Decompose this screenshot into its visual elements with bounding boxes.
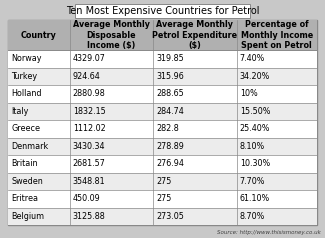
- Text: Average Monthly
Petrol Expenditure
($): Average Monthly Petrol Expenditure ($): [152, 20, 238, 50]
- Text: 3430.34: 3430.34: [73, 142, 105, 151]
- Text: Eritrea: Eritrea: [11, 194, 38, 203]
- Bar: [8, 20, 317, 225]
- Text: 34.20%: 34.20%: [240, 72, 270, 81]
- Text: 4329.07: 4329.07: [73, 54, 106, 63]
- Text: Source: http://www.thisismoney.co.uk: Source: http://www.thisismoney.co.uk: [217, 230, 321, 235]
- Text: 7.70%: 7.70%: [240, 177, 265, 186]
- Text: Ten Most Expensive Countries for Petrol: Ten Most Expensive Countries for Petrol: [66, 6, 259, 16]
- Text: 1832.15: 1832.15: [73, 107, 106, 116]
- Text: 1112.02: 1112.02: [73, 124, 106, 133]
- Bar: [8, 208, 317, 225]
- Text: 7.40%: 7.40%: [240, 54, 265, 63]
- Bar: [8, 138, 317, 155]
- Text: Average Monthly
Disposable
Income ($): Average Monthly Disposable Income ($): [73, 20, 150, 50]
- Bar: [8, 190, 317, 208]
- Text: Greece: Greece: [11, 124, 40, 133]
- Text: 278.89: 278.89: [156, 142, 184, 151]
- Bar: [8, 103, 317, 120]
- Text: 61.10%: 61.10%: [240, 194, 270, 203]
- Text: 275: 275: [156, 194, 172, 203]
- Text: Belgium: Belgium: [11, 212, 44, 221]
- Text: 8.70%: 8.70%: [240, 212, 265, 221]
- Text: 282.8: 282.8: [156, 124, 179, 133]
- Text: 15.50%: 15.50%: [240, 107, 270, 116]
- Bar: [8, 68, 317, 85]
- FancyBboxPatch shape: [75, 4, 250, 18]
- Text: 2880.98: 2880.98: [73, 89, 106, 98]
- Bar: [8, 20, 317, 50]
- Text: Italy: Italy: [11, 107, 28, 116]
- Bar: [8, 173, 317, 190]
- Text: Denmark: Denmark: [11, 142, 48, 151]
- Text: 273.05: 273.05: [156, 212, 184, 221]
- Text: 450.09: 450.09: [73, 194, 100, 203]
- Text: 288.65: 288.65: [156, 89, 184, 98]
- Bar: [8, 155, 317, 173]
- Text: 10.30%: 10.30%: [240, 159, 270, 168]
- Text: 319.85: 319.85: [156, 54, 184, 63]
- Text: 3125.88: 3125.88: [73, 212, 106, 221]
- Text: 2681.57: 2681.57: [73, 159, 106, 168]
- Text: 25.40%: 25.40%: [240, 124, 270, 133]
- Text: 3548.81: 3548.81: [73, 177, 105, 186]
- Text: Sweden: Sweden: [11, 177, 43, 186]
- Text: 284.74: 284.74: [156, 107, 184, 116]
- Text: Country: Country: [21, 30, 57, 40]
- Bar: [8, 50, 317, 68]
- Text: 924.64: 924.64: [73, 72, 100, 81]
- Text: Percentage of
Monthly Income
Spent on Petrol: Percentage of Monthly Income Spent on Pe…: [241, 20, 313, 50]
- Text: 10%: 10%: [240, 89, 257, 98]
- Text: Turkey: Turkey: [11, 72, 37, 81]
- Bar: [8, 120, 317, 138]
- Text: Britain: Britain: [11, 159, 37, 168]
- Text: 275: 275: [156, 177, 172, 186]
- Text: Holland: Holland: [11, 89, 42, 98]
- Text: 8.10%: 8.10%: [240, 142, 265, 151]
- Text: 315.96: 315.96: [156, 72, 184, 81]
- Bar: [8, 85, 317, 103]
- Text: Norway: Norway: [11, 54, 42, 63]
- Text: 276.94: 276.94: [156, 159, 184, 168]
